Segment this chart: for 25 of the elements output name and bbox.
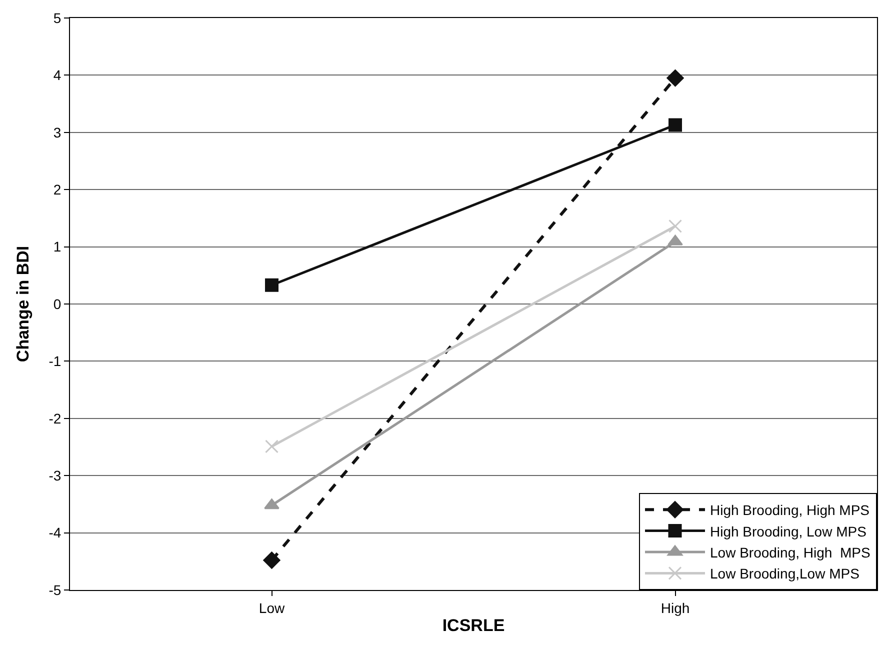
legend-label: Low Brooding,Low MPS bbox=[710, 566, 860, 582]
y-tick-label: -2 bbox=[48, 410, 62, 426]
y-tick-label: -1 bbox=[48, 353, 62, 370]
point bbox=[265, 278, 278, 292]
x-tick-label: High bbox=[660, 600, 690, 616]
point bbox=[265, 440, 278, 454]
y-tick-label: 2 bbox=[53, 182, 62, 198]
point bbox=[668, 219, 682, 233]
y-tick-label: 1 bbox=[53, 238, 62, 255]
y-tick-label: -5 bbox=[48, 582, 62, 598]
legend-label: High Brooding, Low MPS bbox=[710, 523, 866, 540]
x-tick-label: Low bbox=[258, 600, 286, 616]
y-tick-label: -4 bbox=[48, 524, 62, 541]
legend-label: Low Brooding, High MPS bbox=[710, 544, 870, 560]
y-tick-label: 3 bbox=[53, 124, 62, 140]
point bbox=[668, 118, 682, 132]
y-tick-label: 4 bbox=[53, 67, 62, 84]
legend-label: High Brooding, High MPS bbox=[710, 502, 870, 518]
x-axis-title: ICSRLE bbox=[442, 616, 505, 636]
y-tick-label: -3 bbox=[48, 468, 62, 484]
y-axis-title: Change in BDI bbox=[13, 246, 32, 362]
point bbox=[263, 552, 280, 569]
point bbox=[666, 70, 684, 87]
y-tick-label: 5 bbox=[53, 10, 62, 26]
y-tick-label: 0 bbox=[53, 296, 62, 312]
